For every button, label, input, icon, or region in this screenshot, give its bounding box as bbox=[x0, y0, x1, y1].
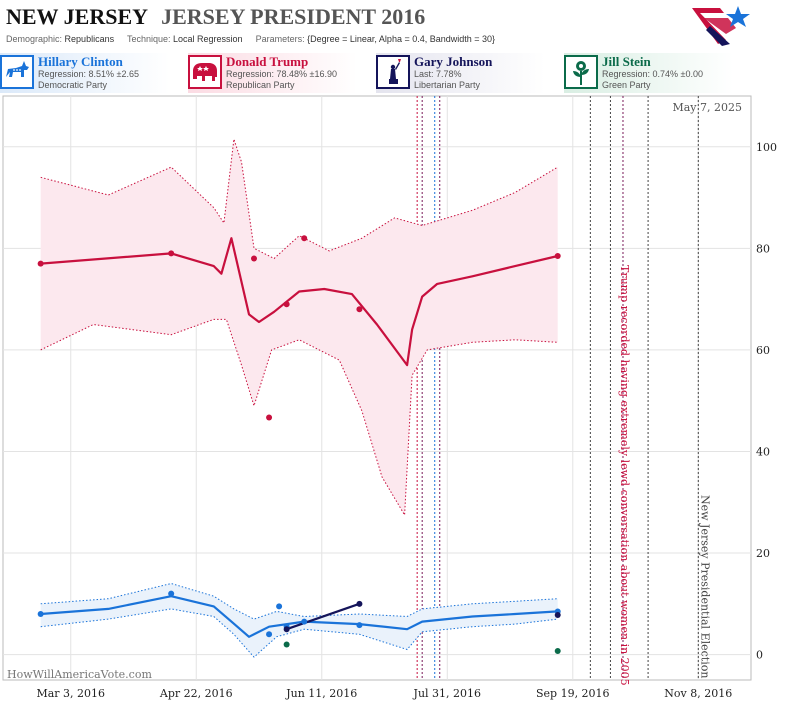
parameters-label: Parameters: bbox=[255, 34, 305, 44]
parameters-value: {Degree = Linear, Alpha = 0.4, Bandwidth… bbox=[307, 34, 496, 44]
x-tick-label: Mar 3, 2016 bbox=[36, 687, 105, 700]
poll-point bbox=[554, 648, 561, 655]
poll-point bbox=[283, 301, 290, 308]
event-annotation: New Jersey Presidential Election bbox=[698, 495, 711, 678]
x-tick-label: Jun 11, 2016 bbox=[285, 687, 357, 700]
candidate-party: Green Party bbox=[602, 80, 651, 90]
poll-point bbox=[276, 603, 283, 610]
rose-icon bbox=[564, 55, 598, 89]
candidate-name: Hillary Clinton bbox=[38, 54, 123, 69]
confidence-band bbox=[40, 583, 558, 658]
technique-value: Local Regression bbox=[173, 34, 243, 44]
candidate-party: Democratic Party bbox=[38, 80, 108, 90]
poll-point bbox=[251, 255, 258, 262]
candidate-stat: Regression: 8.51% ±2.65 bbox=[38, 69, 139, 79]
y-tick-label: 40 bbox=[756, 445, 770, 458]
candidate-card-trump[interactable]: Donald Trump Regression: 78.48% ±16.90 R… bbox=[188, 53, 376, 93]
poll-point bbox=[37, 260, 44, 267]
poll-point bbox=[356, 306, 363, 313]
poll-point bbox=[283, 626, 290, 633]
candidate-stat: Last: 7.78% bbox=[414, 69, 462, 79]
y-tick-label: 0 bbox=[756, 649, 763, 662]
candidate-name: Jill Stein bbox=[602, 54, 651, 69]
candidate-party: Libertarian Party bbox=[414, 80, 481, 90]
candidate-legend: Hillary Clinton Regression: 8.51% ±2.65 … bbox=[0, 53, 789, 93]
candidate-stat: Regression: 78.48% ±16.90 bbox=[226, 69, 338, 79]
site-logo[interactable] bbox=[686, 4, 752, 48]
y-tick-label: 80 bbox=[756, 242, 770, 255]
donkey-icon bbox=[0, 55, 34, 89]
candidate-card-johnson[interactable]: Gary Johnson Last: 7.78% Libertarian Par… bbox=[376, 53, 564, 93]
x-tick-label: Nov 8, 2016 bbox=[664, 687, 732, 700]
confidence-band bbox=[40, 139, 558, 515]
x-tick-label: Jul 31, 2016 bbox=[413, 687, 482, 700]
state-title: NEW JERSEY bbox=[6, 4, 149, 29]
series-line bbox=[40, 237, 558, 367]
poll-point bbox=[301, 618, 308, 625]
elephant-icon bbox=[188, 55, 222, 89]
model-parameters: Demographic: Republicans Technique: Loca… bbox=[6, 34, 495, 44]
candidate-party: Republican Party bbox=[226, 80, 295, 90]
y-tick-label: 20 bbox=[756, 547, 770, 560]
candidate-name: Donald Trump bbox=[226, 54, 309, 69]
lower-bound-line bbox=[40, 318, 558, 517]
poll-point bbox=[168, 250, 175, 257]
chart-header: NEW JERSEY JERSEY PRESIDENT 2016 bbox=[6, 4, 425, 30]
lower-bound-line bbox=[40, 608, 558, 658]
poll-point bbox=[266, 414, 273, 421]
poll-point bbox=[168, 590, 175, 597]
x-tick-label: Apr 22, 2016 bbox=[159, 687, 233, 700]
upper-bound-line bbox=[40, 139, 558, 260]
event-annotation: Trump recorded having extremely lewd con… bbox=[618, 265, 631, 686]
poll-point bbox=[554, 252, 561, 259]
liberty-statue-icon bbox=[376, 55, 410, 89]
candidate-name: Gary Johnson bbox=[414, 54, 493, 69]
poll-point bbox=[37, 610, 44, 617]
poll-point bbox=[356, 600, 363, 607]
x-tick-label: Sep 19, 2016 bbox=[536, 687, 610, 700]
demographic-value: Republicans bbox=[64, 34, 115, 44]
candidate-card-clinton[interactable]: Hillary Clinton Regression: 8.51% ±2.65 … bbox=[0, 53, 188, 93]
candidate-card-stein[interactable]: Jill Stein Regression: 0.74% ±0.00 Green… bbox=[564, 53, 752, 93]
technique-label: Technique: bbox=[126, 34, 171, 44]
y-tick-label: 60 bbox=[756, 344, 770, 357]
poll-point bbox=[554, 611, 561, 618]
date-label: May 7, 2025 bbox=[672, 101, 742, 114]
race-title: JERSEY PRESIDENT 2016 bbox=[161, 4, 426, 29]
poll-point bbox=[356, 622, 363, 629]
series-line bbox=[286, 602, 360, 631]
demographic-label: Demographic: bbox=[6, 34, 63, 44]
poll-point bbox=[266, 631, 273, 638]
candidate-stat: Regression: 0.74% ±0.00 bbox=[602, 69, 703, 79]
poll-point bbox=[301, 235, 308, 242]
watermark: HowWillAmericaVote.com bbox=[7, 668, 152, 681]
poll-point bbox=[283, 641, 290, 648]
y-tick-label: 100 bbox=[756, 141, 777, 154]
